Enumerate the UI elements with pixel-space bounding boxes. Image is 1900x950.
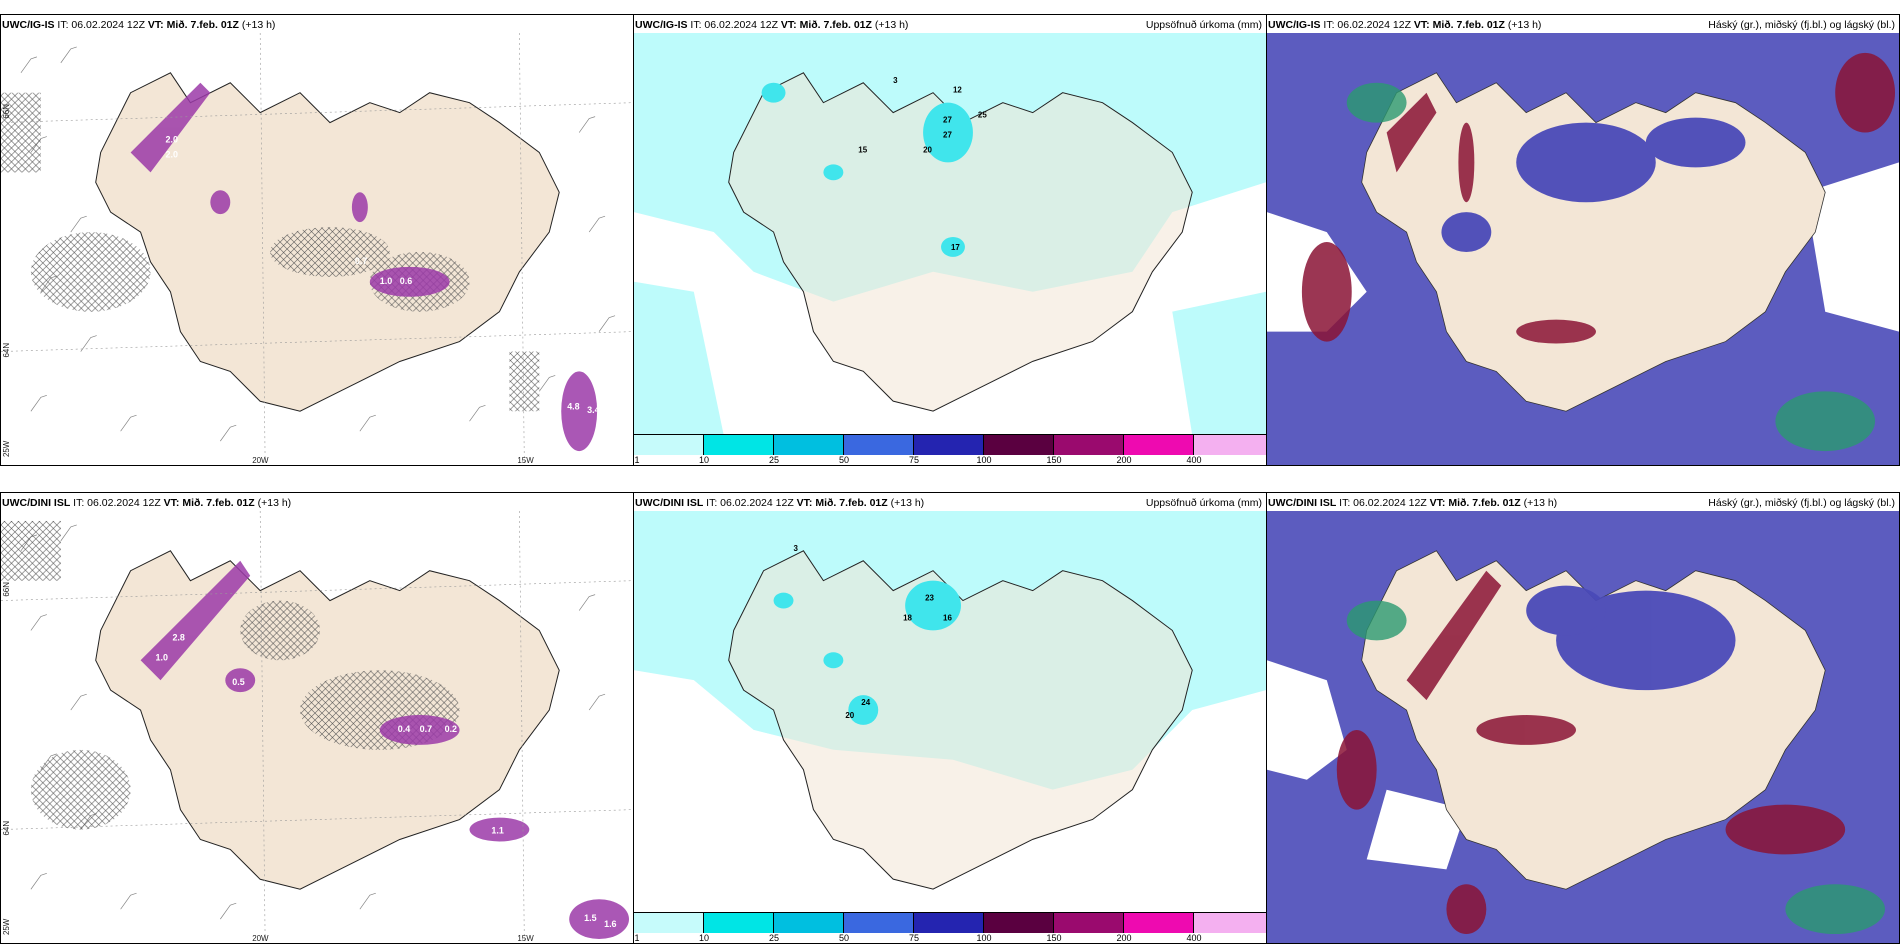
cloud-panel-top: UWC/IG-IS IT: 06.02.2024 12Z VT: Mið. 7.… [1266,14,1900,466]
precip-values: 27 27 25 20 17 12 15 3 [858,76,987,252]
svg-text:0.6: 0.6 [400,276,412,286]
wind-barbs [20,46,616,442]
wind-panel-top: UWC/IG-IS IT: 06.02.2024 12Z VT: Mið. 7.… [0,14,634,466]
svg-text:1.1: 1.1 [491,826,503,836]
precip-panel-bottom: UWC/DINI ISL IT: 06.02.2024 12Z VT: Mið.… [633,492,1267,944]
precip-map: 27 27 25 20 17 12 15 3 [634,33,1266,435]
svg-text:1.0: 1.0 [156,652,168,662]
panel-title: Háský (gr.), miðský (fj.bl.) og lágský (… [1708,19,1895,31]
valid-time: VT: Mið. 7.feb. 01Z [147,19,239,31]
svg-text:12: 12 [953,86,962,95]
svg-text:20: 20 [923,145,932,154]
init-time: IT: 06.02.2024 12Z [57,19,145,31]
wind-map: 2.0 2.0 1.0 0.6 0.7 4.8 3.4 20W 15W 66N … [1,33,633,465]
snow-areas [130,82,598,452]
panel-header: UWC/IG-IS IT: 06.02.2024 12Z VT: Mið. 7.… [2,18,629,32]
svg-text:1.5: 1.5 [584,913,596,923]
svg-text:0.7: 0.7 [355,256,367,266]
svg-text:1.0: 1.0 [380,276,392,286]
iceland-land [728,550,1193,890]
panel-header: UWC/DINI ISL IT: 06.02.2024 12Z VT: Mið.… [2,497,292,509]
svg-text:20W: 20W [252,934,269,943]
svg-text:27: 27 [943,130,952,139]
panel-title: Háský (gr.), miðský (fj.bl.) og lágský (… [1708,497,1895,509]
model-name: UWC/IG-IS [2,19,55,31]
svg-text:0.7: 0.7 [420,724,432,734]
wind-panel-bottom: UWC/DINI ISL IT: 06.02.2024 12Z VT: Mið.… [0,492,634,944]
svg-text:25W: 25W [2,440,11,457]
cloud-map [1267,33,1899,465]
svg-text:66N: 66N [2,582,11,597]
svg-text:20: 20 [845,711,854,720]
svg-text:3: 3 [793,544,798,553]
colorbar: 1 10 25 50 75 100 150 200 400 [634,912,1266,943]
svg-text:1.6: 1.6 [604,919,616,929]
svg-text:64N: 64N [2,343,11,358]
panel-header: UWC/DINI ISL IT: 06.02.2024 12Z VT: Mið.… [635,497,1262,509]
svg-text:25: 25 [978,111,987,120]
svg-text:3.4: 3.4 [587,405,599,415]
gridlines [1,33,633,465]
snow-values: 2.0 2.0 1.0 0.6 0.7 4.8 3.4 [165,134,599,415]
svg-text:64N: 64N [2,821,11,836]
svg-text:2.0: 2.0 [165,149,177,159]
svg-text:4.8: 4.8 [567,401,579,411]
svg-text:17: 17 [951,243,960,252]
cloud-map [1267,511,1899,943]
model-name: UWC/DINI ISL [2,497,71,509]
svg-text:66N: 66N [2,104,11,119]
svg-text:20W: 20W [252,456,269,465]
svg-text:2.0: 2.0 [165,134,177,144]
svg-text:0.2: 0.2 [445,724,457,734]
hatched-areas [1,92,540,412]
svg-text:18: 18 [903,613,912,622]
panel-header: UWC/IG-IS IT: 06.02.2024 12Z VT: Mið. 7.… [1268,19,1895,31]
panel-header: UWC/IG-IS IT: 06.02.2024 12Z VT: Mið. 7.… [635,19,1262,31]
panel-header: UWC/DINI ISL IT: 06.02.2024 12Z VT: Mið.… [1268,497,1895,509]
precip-map: 23 18 16 24 20 3 [634,511,1266,913]
svg-text:16: 16 [943,613,952,622]
svg-text:3: 3 [893,76,898,85]
svg-text:0.4: 0.4 [398,724,410,734]
colorbar: 1 10 25 50 75 100 150 200 400 [634,434,1266,465]
svg-text:23: 23 [925,594,934,603]
cloud-panel-bottom: UWC/DINI ISL IT: 06.02.2024 12Z VT: Mið.… [1266,492,1900,944]
wind-map: 1.0 2.8 0.5 0.4 0.7 0.2 1.1 1.5 1.6 20W … [1,511,633,943]
panel-title: Uppsöfnuð úrkoma (mm) [1145,497,1262,509]
panel-title: Uppsöfnuð úrkoma (mm) [1145,19,1262,31]
svg-text:27: 27 [943,116,952,125]
svg-text:0.5: 0.5 [232,677,244,687]
svg-text:25W: 25W [2,918,11,935]
precip-panel-top: UWC/IG-IS IT: 06.02.2024 12Z VT: Mið. 7.… [633,14,1267,466]
svg-text:15: 15 [858,145,867,154]
svg-text:24: 24 [861,698,870,707]
svg-text:15W: 15W [517,456,534,465]
lead-time: (+13 h) [241,19,276,31]
svg-text:15W: 15W [517,934,534,943]
svg-text:2.8: 2.8 [172,632,184,642]
